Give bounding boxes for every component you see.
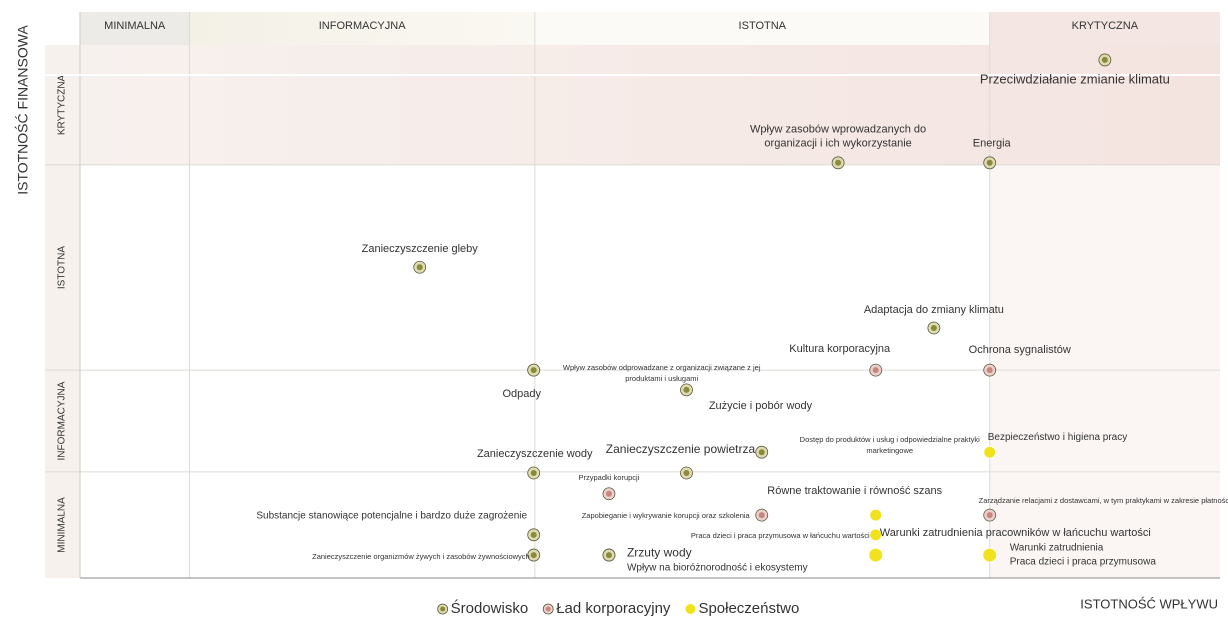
point-label: Energia [973, 138, 1012, 150]
data-point-core [1101, 56, 1108, 63]
data-point-core [530, 531, 537, 538]
point-label: Przeciwdziałanie zmianie klimatu [980, 71, 1170, 86]
y-band-tint [80, 45, 1220, 165]
point-label: Zrzuty wody [627, 545, 692, 559]
point-label: Wpływ zasobów wprowadzanych do [750, 124, 926, 136]
x-band-header [534, 12, 990, 45]
point-label: Zapobieganie i wykrywanie korupcji oraz … [582, 511, 751, 520]
data-point-core [683, 469, 690, 476]
point-label: Kultura korporacyjna [789, 343, 891, 355]
point-label: organizacji i ich wykorzystanie [764, 138, 911, 150]
point-label: marketingowe [866, 446, 913, 455]
point-label: Praca dzieci i praca przymusowa [1010, 557, 1157, 568]
x-band-label: INFORMACYJNA [319, 20, 406, 32]
point-label: Warunki zatrudnienia pracowników w łańcu… [880, 527, 1151, 539]
data-point-core [605, 552, 612, 559]
legend-swatch-core [440, 606, 446, 612]
legend: Środowisko Ład korporacyjny Społeczeństwo [437, 599, 799, 617]
data-point-core [930, 325, 937, 332]
data-point-core [530, 552, 537, 559]
point-label: produktami i usługami [625, 374, 698, 383]
data-point-core [683, 386, 690, 393]
data-point [982, 547, 998, 563]
data-point-core [835, 159, 842, 166]
point-label: Ochrona sygnalistów [969, 344, 1071, 356]
point-label: Wpływ zasobów odprowadzane z organizacji… [563, 363, 761, 372]
legend-item: Środowisko [437, 599, 529, 617]
data-point-core [986, 159, 993, 166]
x-band-label: KRYTYCZNA [1072, 20, 1139, 32]
legend-swatch-core [545, 606, 551, 612]
point-label: Praca dzieci i praca przymusowa w łańcuc… [691, 531, 870, 540]
data-point-core [758, 512, 765, 519]
data-point-core [986, 512, 993, 519]
point-label: Odpady [502, 388, 541, 400]
y-band-label: KRYTYCZNA [57, 74, 68, 135]
legend-label: Ład korporacyjny [556, 600, 671, 617]
point-label: Zanieczyszczenie organizmów żywych i zas… [312, 552, 530, 561]
x-band-tint [989, 164, 1220, 579]
data-point-core [530, 469, 537, 476]
y-axis-title: ISTOTNOŚĆ FINANSOWA [14, 25, 31, 195]
y-band-strip [45, 45, 80, 578]
y-band-label: MINIMALNA [57, 497, 68, 553]
legend-swatch [685, 604, 696, 614]
point-label: Zanieczyszczenie powietrza [606, 442, 756, 456]
data-point-core [605, 490, 612, 497]
point-label: Bezpieczeństwo i higiena pracy [988, 432, 1128, 443]
data-point-core [758, 449, 765, 456]
point-label: Adaptacja do zmiany klimatu [864, 304, 1004, 316]
y-band-label: ISTOTNA [57, 246, 68, 289]
point-label: Zanieczyszczenie wody [477, 448, 593, 460]
x-band-label: MINIMALNA [104, 20, 166, 32]
point-label: Zanieczyszczenie gleby [362, 243, 479, 255]
data-point-core [530, 367, 537, 374]
data-point-core [986, 367, 993, 374]
point-label: Wpływ na bioróżnorodność i ekosystemy [627, 563, 808, 574]
point-label: Zarządzanie relacjami z dostawcami, w ty… [979, 496, 1228, 505]
x-band-header [80, 12, 190, 45]
data-point [869, 528, 883, 542]
y-band-label: INFORMACYJNA [57, 381, 68, 460]
x-axis-title: ISTOTNOŚĆ WPŁYWU [1080, 596, 1218, 611]
point-label: Zużycie i pobór wody [709, 400, 813, 412]
legend-label: Społeczeństwo [698, 600, 799, 617]
x-band-label: ISTOTNA [739, 20, 787, 32]
data-point-core [416, 264, 423, 271]
data-point-core [872, 367, 879, 374]
point-label: Przypadki korupcji [579, 473, 640, 482]
legend-label: Środowisko [451, 599, 529, 617]
data-point [983, 445, 997, 459]
point-label: Substancje stanowiące potencjalne i bard… [256, 510, 527, 521]
background [45, 12, 1220, 579]
data-point [868, 547, 884, 563]
point-label: Równe traktowanie i równość szans [767, 485, 942, 497]
x-band-header [989, 12, 1220, 45]
x-band-header [189, 12, 535, 45]
point-label: Dostęp do produktów i usług i odpowiedzi… [800, 435, 980, 444]
legend-item: Społeczeństwo [685, 600, 799, 617]
point-label: Warunki zatrudnienia [1010, 543, 1104, 554]
data-point [869, 508, 883, 522]
legend-item: Ład korporacyjny [542, 600, 671, 617]
